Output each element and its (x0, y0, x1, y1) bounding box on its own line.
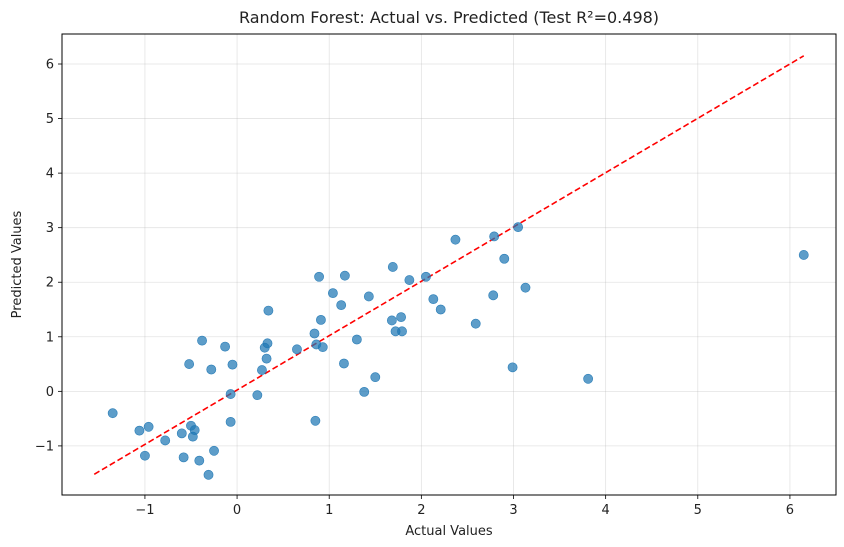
data-point (178, 452, 189, 463)
data-point (386, 315, 397, 326)
data-point (370, 372, 381, 383)
x-tick-label: 1 (325, 503, 333, 518)
data-point (507, 362, 518, 373)
data-point (261, 353, 272, 364)
chart-title: Random Forest: Actual vs. Predicted (Tes… (239, 8, 659, 27)
data-point (489, 231, 500, 242)
data-point (134, 425, 145, 436)
grid-lines (62, 34, 836, 495)
data-point (194, 455, 205, 466)
data-point (387, 262, 398, 272)
data-point (798, 250, 809, 260)
data-point (197, 335, 207, 346)
y-tick-label: 1 (46, 330, 54, 345)
data-point (450, 234, 461, 245)
axis-ticks: −1 0 1 2 3 4 5 6 −1 0 1 2 3 4 5 6 (35, 58, 794, 518)
data-point (189, 425, 200, 435)
data-point (220, 341, 230, 352)
y-tick-label: 6 (46, 58, 54, 73)
data-point (499, 253, 510, 264)
x-tick-label: 6 (786, 503, 794, 518)
data-point (263, 305, 274, 316)
x-axis-label: Actual Values (405, 524, 493, 539)
x-tick-label: 3 (509, 503, 517, 518)
data-point (292, 344, 302, 355)
data-point (184, 359, 195, 369)
data-points (107, 222, 809, 480)
data-point (209, 445, 219, 456)
data-point (513, 222, 524, 233)
x-tick-label: −1 (135, 503, 154, 518)
data-point (257, 365, 267, 375)
data-point (316, 314, 326, 325)
data-point (470, 318, 481, 329)
data-point (140, 450, 150, 461)
data-point (225, 416, 236, 427)
data-point (143, 421, 154, 432)
reference-line-group (93, 55, 805, 475)
y-tick-label: 0 (46, 385, 54, 400)
data-point (227, 359, 238, 370)
data-point (351, 334, 362, 345)
data-point (262, 338, 273, 349)
data-point (421, 271, 431, 282)
data-point (310, 415, 321, 426)
data-point (160, 435, 171, 446)
data-point (339, 270, 350, 281)
data-point (203, 469, 214, 480)
data-point (359, 386, 370, 397)
data-point (396, 312, 406, 323)
data-point (206, 364, 217, 375)
data-point (397, 326, 407, 337)
y-tick-label: 5 (46, 112, 54, 127)
y-tick-label: 3 (46, 221, 54, 236)
data-point (339, 358, 349, 369)
data-point (363, 291, 374, 302)
y-tick-label: 4 (46, 167, 54, 182)
plot-frame (61, 33, 837, 496)
data-point (488, 290, 499, 301)
x-tick-label: 4 (602, 503, 610, 518)
data-point (583, 373, 594, 384)
data-point (404, 275, 415, 285)
data-point (327, 288, 338, 299)
data-point (107, 408, 118, 419)
data-point (309, 328, 320, 339)
x-tick-label: 2 (417, 503, 425, 518)
data-point (317, 342, 328, 353)
reference-line (93, 55, 805, 475)
data-point (520, 282, 531, 293)
data-point (435, 304, 446, 315)
y-tick-label: −1 (35, 439, 54, 454)
y-axis-label: Predicted Values (10, 210, 25, 318)
data-point (225, 389, 236, 399)
data-point (176, 428, 187, 439)
data-point (252, 390, 263, 401)
x-tick-label: 0 (233, 503, 241, 518)
data-point (336, 300, 347, 311)
x-tick-label: 5 (694, 503, 702, 518)
y-tick-label: 2 (46, 276, 54, 291)
data-point (314, 271, 324, 282)
data-point (428, 294, 439, 305)
